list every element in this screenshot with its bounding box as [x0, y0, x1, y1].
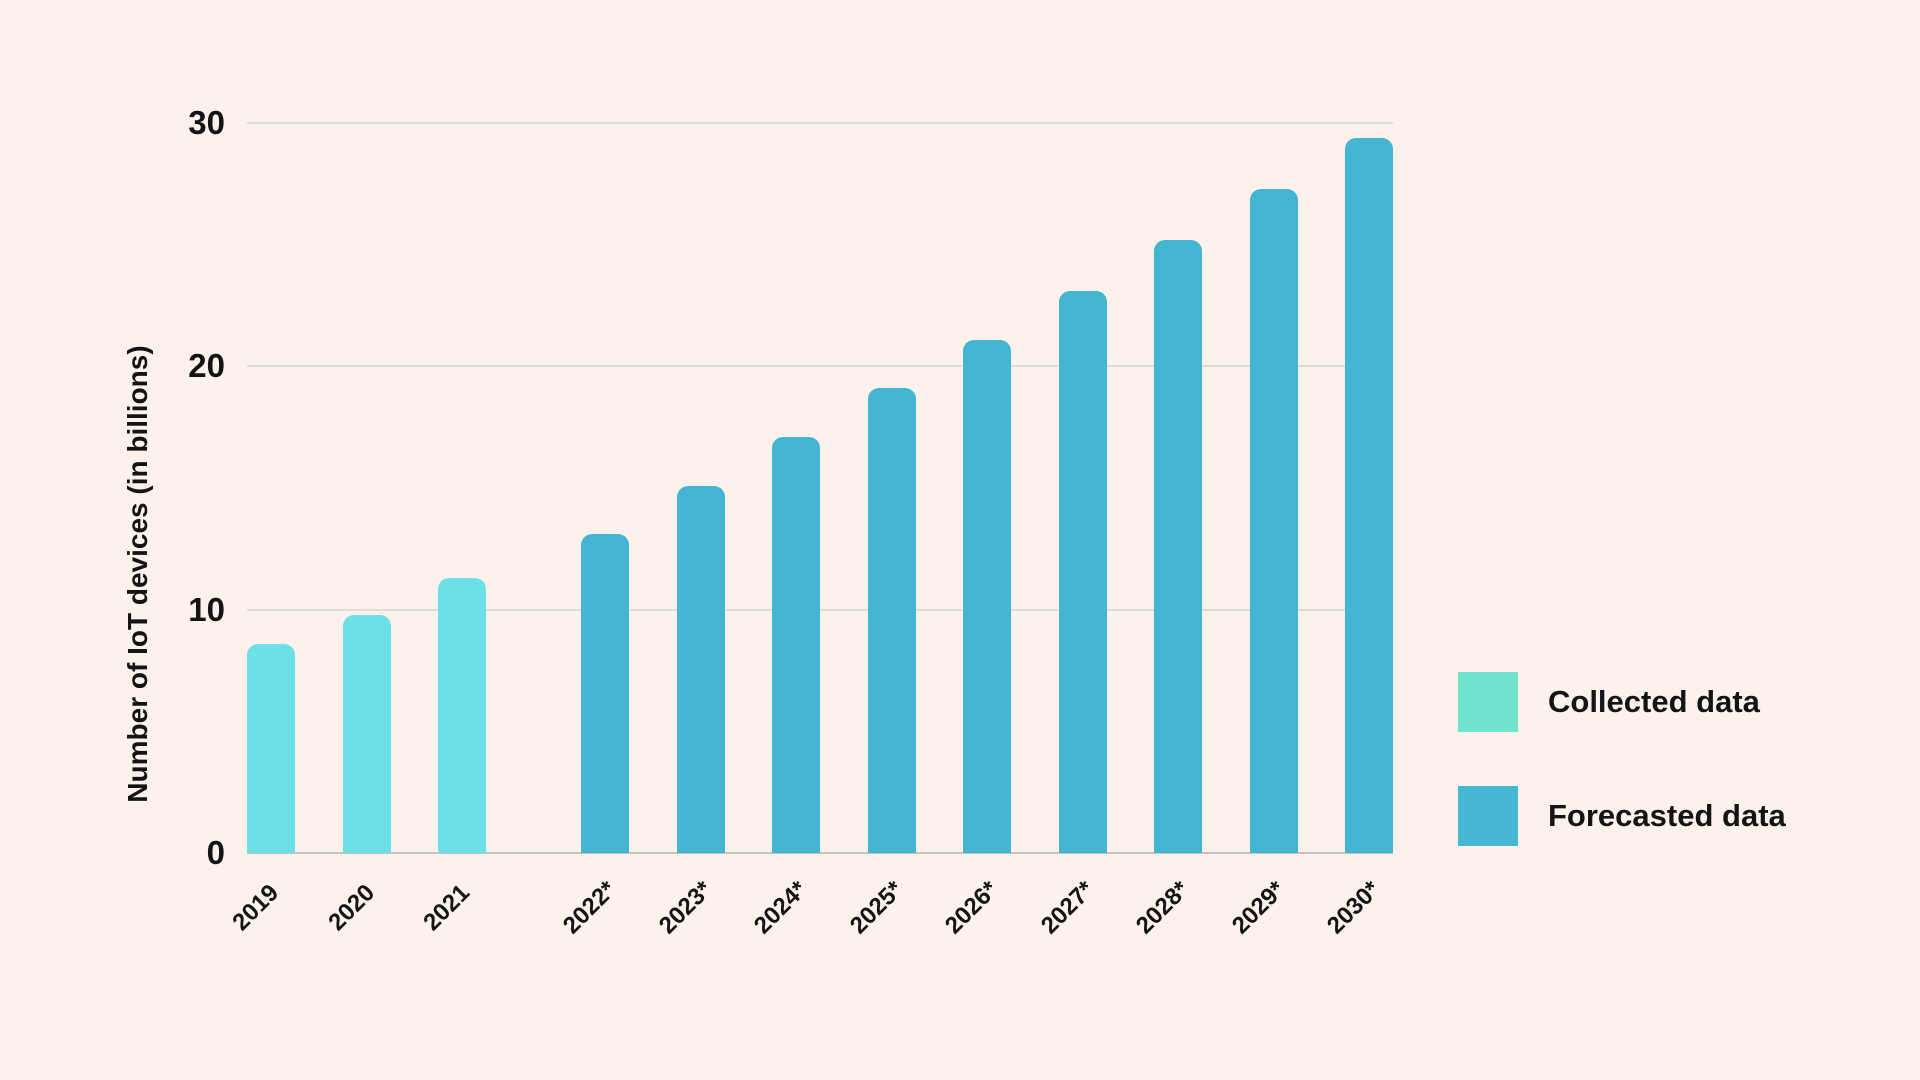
x-tick-label-text: 2020 — [322, 879, 380, 937]
plot-area — [247, 122, 1393, 854]
x-tick-label-text: 2021 — [418, 879, 476, 937]
bar-2020 — [342, 615, 391, 853]
x-tick-label-text: 2022* — [557, 875, 622, 940]
forecasted-data-swatch — [1458, 786, 1518, 846]
bar-2028-forecast — [1154, 240, 1202, 853]
x-tick-label-text: 2027* — [1035, 875, 1099, 940]
bar-2027-forecast — [1058, 291, 1107, 853]
x-tick-label-text: 2030* — [1321, 875, 1386, 940]
y-axis-title-text: Number of IoT devices (in billions) — [122, 345, 153, 803]
bar-2025-forecast — [867, 388, 916, 853]
collected-data-swatch — [1458, 672, 1518, 732]
bar-2026-forecast — [963, 340, 1011, 853]
x-tick-label-text: 2029* — [1226, 875, 1290, 940]
bar-2029-forecast — [1249, 189, 1298, 853]
x-tick-label-text: 2026* — [939, 875, 1004, 940]
x-tick-label-text: 2028* — [1130, 875, 1195, 940]
bar-2019 — [247, 644, 295, 853]
bar-2021 — [438, 578, 486, 853]
x-tick-label-text: 2019 — [227, 879, 285, 937]
legend-label-forecasted: Forecasted data — [1548, 798, 1786, 833]
x-tick-label-text: 2025* — [844, 875, 908, 940]
y-tick-label-10: 10 — [188, 590, 225, 628]
y-tick-label-0: 0 — [206, 834, 225, 871]
x-tick-label-text: 2023* — [653, 875, 717, 940]
legend-item-collected: Collected data — [1458, 672, 1760, 732]
bar-2030-forecast — [1345, 138, 1393, 853]
y-tick-label-20: 20 — [188, 347, 225, 385]
gridline-20 — [247, 365, 1393, 368]
bar-2024-forecast — [772, 437, 820, 853]
bar-2022-forecast — [581, 534, 629, 853]
legend-item-forecasted: Forecasted data — [1458, 786, 1786, 846]
gridline-10 — [247, 608, 1393, 611]
y-tick-label-30: 30 — [188, 104, 225, 141]
gridline-30 — [247, 122, 1393, 124]
bar-2023-forecast — [676, 486, 725, 853]
x-tick-label-text: 2024* — [748, 875, 813, 940]
legend-label-collected: Collected data — [1548, 684, 1760, 719]
x-axis-line — [247, 852, 1393, 854]
